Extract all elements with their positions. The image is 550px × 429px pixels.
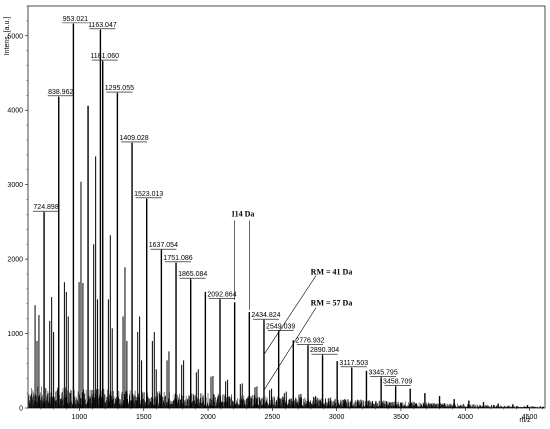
rm-annotation-label: RM = 41 Da [311,268,353,277]
x-tick-label: 1500 [136,414,152,421]
peak-label: 2434.824 [251,312,280,319]
x-tick-label: 4000 [457,414,473,421]
y-axis: 0 1000 2000 3000 4000 5000 [7,5,28,413]
y-tick-label: 0 [19,406,23,413]
y-tick-label: 2000 [7,257,23,264]
rm-annotation-label: RM = 57 Da [311,298,353,307]
peak-label: 1865.084 [178,271,207,278]
x-tick-label: 3500 [393,414,409,421]
peak-label: 2776.932 [295,337,324,344]
major-peaks [43,23,529,408]
peak-label: 724.898 [33,204,58,211]
x-tick-label: 4500 [522,414,538,421]
peak-label: 1637.054 [149,242,178,249]
annotations: 114 Da RM = 41 Da RM = 57 Da [231,210,353,391]
y-tick-label: 5000 [7,33,23,40]
peak-label: 953.021 [63,16,88,23]
peak-label: 2890.304 [310,347,339,354]
peak-label: 1181.060 [90,53,119,60]
peak-label: 3458.709 [383,378,412,385]
peak-label: 3117.503 [339,360,368,367]
y-axis-label: Intens. [a.u.] [4,17,11,56]
rm-annotation-leader [263,307,317,391]
peak-label: 838.962 [48,89,73,96]
plot-frame [27,5,546,409]
peak-label: 1751.086 [163,255,192,262]
y-tick-label: 4000 [7,108,23,115]
x-axis: 1000 1500 2000 2500 3000 3500 4000 4500 [40,408,543,421]
minor-peaks [34,156,432,408]
y-tick-label: 3000 [7,182,23,189]
x-tick-label: 1000 [72,414,88,421]
peak-label: 3345.795 [369,369,398,376]
rm-annotation-leader [263,275,317,355]
peak-label: 1295.055 [105,85,134,92]
peak-label: 1523.013 [134,191,163,198]
x-axis-label: m/z [519,417,531,424]
spacing-annotation-label: 114 Da [231,210,254,219]
peak-label: 2549.039 [266,323,295,330]
x-tick-label: 3000 [329,414,345,421]
peak-label: 1163.047 [88,22,117,29]
x-tick-label: 2500 [265,414,281,421]
x-tick-label: 2000 [200,414,216,421]
peak-label: 2092.864 [207,291,236,298]
peak-label: 1409.028 [119,135,148,142]
y-tick-label: 1000 [7,331,23,338]
